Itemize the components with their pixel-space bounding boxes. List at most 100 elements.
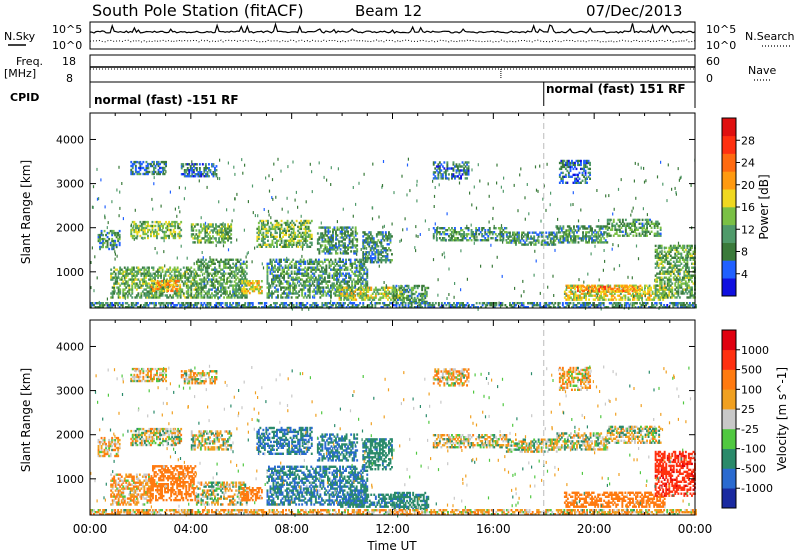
power-echo-cell xyxy=(225,227,228,230)
power-echo-cell xyxy=(415,284,418,288)
power-echo-cell xyxy=(154,278,156,281)
power-echo-cell xyxy=(151,294,153,297)
power-echo-cell xyxy=(247,280,250,283)
power-echo-cell xyxy=(554,235,557,238)
power-echo-cell xyxy=(105,245,108,249)
power-echo-cell xyxy=(114,239,117,243)
power-echo-cell xyxy=(580,284,583,287)
power-echo-cell xyxy=(308,288,311,291)
power-echo-cell xyxy=(413,286,416,290)
power-echo-cell xyxy=(301,231,304,235)
power-echo-cell xyxy=(198,229,201,232)
power-echo-cell xyxy=(363,233,366,236)
power-echo-cell xyxy=(346,282,349,285)
power-echo-cell xyxy=(254,285,257,289)
power-echo-cell xyxy=(461,229,464,232)
power-echo-cell xyxy=(232,262,235,265)
power-echo-cell xyxy=(358,266,361,269)
power-echo-cell xyxy=(244,278,247,281)
power-echo-cell xyxy=(134,284,137,287)
power-echo-cell xyxy=(318,248,321,251)
power-echo-cell xyxy=(267,239,269,242)
power-echo-cell xyxy=(256,284,259,287)
power-echo-cell xyxy=(224,262,227,265)
power-echo-cell xyxy=(352,296,355,299)
power-echo-cell xyxy=(145,294,147,297)
power-echo-cell xyxy=(632,296,634,299)
power-echo-cell xyxy=(415,298,418,302)
power-echo-cell xyxy=(343,280,346,283)
power-echo-cell xyxy=(559,237,562,240)
power-echo-cell xyxy=(146,286,149,289)
power-echo-cell xyxy=(193,276,196,279)
power-echo-cell xyxy=(618,228,621,231)
power-echo-cell xyxy=(304,235,307,238)
power-echo-cell xyxy=(300,235,303,238)
power-echo-cell xyxy=(521,233,524,236)
power-echo-cell xyxy=(209,260,212,263)
power-echo-cell xyxy=(346,272,349,275)
power-echo-cell xyxy=(273,245,275,248)
power-echo-cell xyxy=(230,270,233,273)
power-echo-cell xyxy=(177,226,180,230)
power-echo-cell xyxy=(310,284,313,287)
power-echo-cell xyxy=(137,230,140,234)
power-echo-cell xyxy=(364,294,367,297)
power-echo-cell xyxy=(110,278,113,281)
power-echo-cell xyxy=(140,224,143,228)
power-echo-cell xyxy=(597,288,600,291)
power-echo-cell xyxy=(117,231,120,235)
power-echo-cell xyxy=(307,245,310,248)
power-echo-cell xyxy=(311,260,314,263)
power-echo-cell xyxy=(108,247,111,251)
power-echo-cell xyxy=(594,239,597,242)
power-echo-cell xyxy=(612,220,615,223)
power-echo-cell xyxy=(540,231,543,234)
power-echo-cell xyxy=(274,270,276,273)
power-echo-cell xyxy=(118,243,121,247)
power-echo-cell xyxy=(215,268,218,271)
power-echo-cell xyxy=(641,230,644,233)
power-echo-cell xyxy=(342,272,345,275)
power-echo-cell xyxy=(232,274,235,277)
power-echo-cell xyxy=(350,240,353,243)
power-echo-cell xyxy=(585,241,588,244)
power-echo-cell xyxy=(378,231,381,234)
power-echo-cell xyxy=(598,229,601,232)
power-echo-cell xyxy=(143,220,146,224)
power-echo-cell xyxy=(330,240,333,243)
power-echo-cell xyxy=(276,231,278,235)
power-echo-cell xyxy=(588,237,591,240)
power-echo-cell xyxy=(283,241,286,244)
power-echo-cell xyxy=(440,233,443,236)
power-echo-cell xyxy=(536,239,539,242)
power-echo-cell xyxy=(521,231,524,234)
power-echo-cell xyxy=(288,241,291,244)
power-echo-cell xyxy=(497,227,500,230)
power-echo-cell xyxy=(597,241,600,244)
power-echo-cell xyxy=(214,280,216,283)
power-echo-cell xyxy=(659,228,662,231)
power-echo-cell xyxy=(148,224,151,228)
power-echo-cell xyxy=(349,288,352,291)
power-echo-cell xyxy=(244,291,247,295)
power-echo-cell xyxy=(196,241,199,244)
power-echo-cell xyxy=(509,235,511,238)
power-echo-cell xyxy=(368,288,371,291)
power-echo-cell xyxy=(220,258,223,261)
power-echo-cell xyxy=(292,292,295,295)
power-echo-cell xyxy=(487,229,490,232)
power-echo-cell xyxy=(333,226,336,229)
power-echo-cell xyxy=(304,262,307,265)
power-echo-cell xyxy=(148,294,150,297)
power-echo-cell xyxy=(242,270,245,273)
power-echo-cell xyxy=(171,279,174,283)
power-echo-cell xyxy=(473,235,476,238)
power-echo-cell xyxy=(653,222,656,225)
power-echo-cell xyxy=(371,237,374,240)
power-echo-cell xyxy=(203,276,206,279)
power-echo-cell xyxy=(499,239,502,242)
power-echo-cell xyxy=(201,229,204,232)
power-echo-cell xyxy=(111,229,114,233)
power-echo-cell xyxy=(125,276,128,279)
